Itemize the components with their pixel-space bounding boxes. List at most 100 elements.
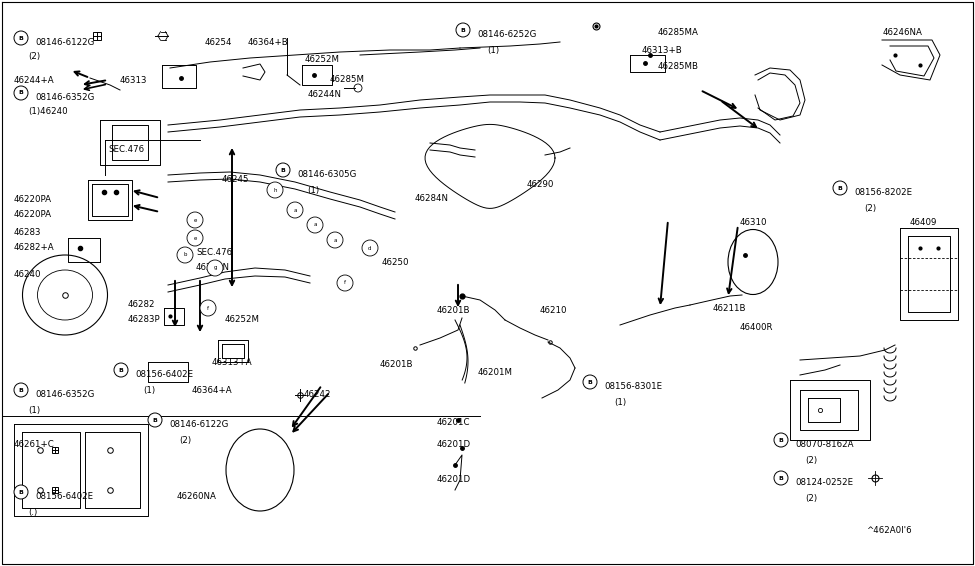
Text: 46261+C: 46261+C — [14, 440, 55, 449]
Text: 46201B: 46201B — [437, 306, 471, 315]
Text: (2): (2) — [805, 494, 817, 503]
Text: 46252M: 46252M — [305, 55, 340, 64]
Text: 08156-8202E: 08156-8202E — [854, 188, 913, 197]
Text: 46310: 46310 — [740, 218, 767, 227]
Text: 46201M: 46201M — [478, 368, 513, 377]
Text: 46400R: 46400R — [740, 323, 773, 332]
Text: (1): (1) — [143, 386, 155, 395]
Circle shape — [148, 413, 162, 427]
Text: B: B — [19, 91, 23, 96]
Text: B: B — [838, 186, 842, 191]
Text: B: B — [19, 490, 23, 495]
Circle shape — [337, 275, 353, 291]
Circle shape — [14, 86, 28, 100]
Text: 46290: 46290 — [527, 180, 555, 189]
Text: f: f — [344, 281, 346, 285]
Text: 46244N: 46244N — [308, 90, 342, 99]
Circle shape — [14, 383, 28, 397]
Text: 08156-6402E: 08156-6402E — [35, 492, 94, 501]
Text: 46240: 46240 — [14, 270, 42, 279]
Text: ^462A0I'6: ^462A0I'6 — [866, 526, 912, 535]
Circle shape — [287, 202, 303, 218]
Text: B: B — [119, 367, 124, 372]
Text: e: e — [193, 217, 197, 222]
Text: 46242: 46242 — [304, 390, 332, 399]
Text: 46244N: 46244N — [196, 263, 230, 272]
Circle shape — [833, 181, 847, 195]
Text: (2): (2) — [179, 436, 191, 445]
Text: (1): (1) — [28, 406, 40, 415]
Text: SEC.476: SEC.476 — [108, 145, 144, 154]
Text: 46244+A: 46244+A — [14, 76, 55, 85]
Text: b: b — [183, 252, 187, 258]
Circle shape — [207, 260, 223, 276]
Text: 46313+A: 46313+A — [212, 358, 253, 367]
Text: 46201B: 46201B — [380, 360, 413, 369]
Circle shape — [267, 182, 283, 198]
Text: 46313: 46313 — [120, 76, 147, 85]
Text: 46220PA: 46220PA — [14, 195, 52, 204]
Circle shape — [114, 363, 128, 377]
Text: 08146-6305G: 08146-6305G — [297, 170, 357, 179]
Text: 46254: 46254 — [205, 38, 232, 47]
Text: 46211B: 46211B — [713, 304, 747, 313]
Text: 08146-6352G: 08146-6352G — [35, 93, 95, 102]
Circle shape — [14, 485, 28, 499]
Circle shape — [456, 23, 470, 37]
Text: 46283: 46283 — [14, 228, 42, 237]
Circle shape — [14, 31, 28, 45]
Circle shape — [327, 232, 343, 248]
Text: d: d — [369, 246, 371, 251]
Text: (1)46240: (1)46240 — [28, 107, 67, 116]
Text: 46220PA: 46220PA — [14, 210, 52, 219]
Text: 08124-0252E: 08124-0252E — [795, 478, 853, 487]
Text: 46285MB: 46285MB — [658, 62, 699, 71]
Circle shape — [307, 217, 323, 233]
Text: SEC.476: SEC.476 — [196, 248, 232, 257]
Text: (.): (.) — [28, 508, 37, 517]
Circle shape — [177, 247, 193, 263]
Text: B: B — [588, 379, 593, 384]
Text: B: B — [19, 36, 23, 41]
Text: (1): (1) — [487, 46, 499, 55]
Text: 46260NA: 46260NA — [177, 492, 216, 501]
Text: 08070-8162A: 08070-8162A — [795, 440, 853, 449]
Text: (2): (2) — [28, 52, 40, 61]
Text: e: e — [193, 235, 197, 241]
Text: (2): (2) — [805, 456, 817, 465]
Text: 46210: 46210 — [540, 306, 567, 315]
Text: 46284N: 46284N — [415, 194, 449, 203]
Text: 46282+A: 46282+A — [14, 243, 55, 252]
Text: a: a — [333, 238, 336, 242]
Text: f: f — [207, 306, 209, 311]
Text: a: a — [313, 222, 317, 228]
Text: a: a — [293, 208, 296, 212]
Text: B: B — [152, 418, 157, 422]
Circle shape — [187, 230, 203, 246]
Text: h: h — [273, 187, 277, 192]
Text: 46364+B: 46364+B — [248, 38, 289, 47]
Text: 08146-6122G: 08146-6122G — [35, 38, 95, 47]
Text: 08146-6252G: 08146-6252G — [477, 30, 536, 39]
Text: (1): (1) — [614, 398, 626, 407]
Text: (1): (1) — [307, 186, 319, 195]
Circle shape — [583, 375, 597, 389]
Text: 08146-6352G: 08146-6352G — [35, 390, 95, 399]
Text: 08156-8301E: 08156-8301E — [604, 382, 662, 391]
Text: 46313+B: 46313+B — [642, 46, 682, 55]
Circle shape — [362, 240, 378, 256]
Circle shape — [774, 471, 788, 485]
Text: 46282: 46282 — [128, 300, 155, 309]
Text: 08156-6402E: 08156-6402E — [135, 370, 193, 379]
Text: 46285M: 46285M — [330, 75, 365, 84]
Text: B: B — [19, 388, 23, 392]
Text: 46246NA: 46246NA — [883, 28, 923, 37]
Text: 46201C: 46201C — [437, 418, 471, 427]
Text: 46409: 46409 — [910, 218, 937, 227]
Circle shape — [200, 300, 216, 316]
Circle shape — [774, 433, 788, 447]
Circle shape — [187, 212, 203, 228]
Text: 46245: 46245 — [222, 175, 250, 184]
Text: B: B — [779, 475, 784, 481]
Text: g: g — [214, 265, 216, 271]
